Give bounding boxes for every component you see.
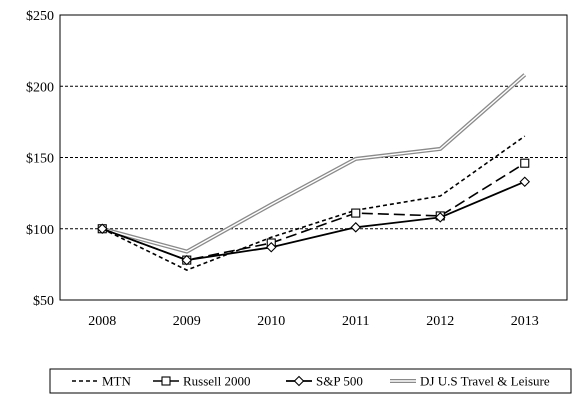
y-tick-label: $150 bbox=[26, 152, 54, 167]
legend-dj-u-s-travel-leisure-label: DJ U.S Travel & Leisure bbox=[420, 374, 550, 389]
y-axis-ticks: $50 $100 $150 $200 $250 bbox=[26, 9, 54, 309]
x-tick-label: 2010 bbox=[257, 314, 285, 329]
series-mtn-line bbox=[101, 135, 526, 271]
series-mtn bbox=[101, 135, 526, 271]
legend-mtn-label: MTN bbox=[102, 374, 132, 389]
legend-s-p-500-marker bbox=[293, 375, 305, 387]
series-dj-u-s-travel-leisure bbox=[101, 73, 527, 254]
y-tick-label: $100 bbox=[26, 223, 54, 238]
legend-russell-2000-label: Russell 2000 bbox=[183, 374, 251, 389]
legend-russell-2000-marker bbox=[161, 376, 171, 386]
series-s-p-500-marker bbox=[96, 223, 108, 235]
series-s-p-500-marker bbox=[181, 254, 193, 266]
legend: MTN Russell 2000 S&P 500 DJ U.S Travel & Le… bbox=[49, 368, 572, 394]
series-dj-u-s-travel-leisure-line-outer bbox=[101, 73, 527, 254]
legend-mtn: MTN bbox=[72, 374, 132, 389]
x-tick-label: 2008 bbox=[88, 314, 116, 329]
legend-russell-2000: Russell 2000 bbox=[153, 374, 251, 389]
series-lines bbox=[96, 73, 531, 271]
y-tick-label: $250 bbox=[26, 9, 54, 24]
x-tick-label: 2011 bbox=[342, 314, 369, 329]
series-s-p-500 bbox=[96, 176, 531, 266]
series-dj-u-s-travel-leisure-line-inner bbox=[102, 74, 526, 253]
y-tick-label: $200 bbox=[26, 80, 54, 95]
series-s-p-500-marker bbox=[434, 212, 446, 223]
series-russell-2000 bbox=[97, 158, 530, 265]
legend-dj-u-s-travel-leisure: DJ U.S Travel & Leisure bbox=[390, 374, 550, 389]
series-russell-2000-marker bbox=[351, 208, 361, 218]
series-russell-2000-marker bbox=[520, 158, 530, 168]
gridlines bbox=[60, 85, 567, 230]
x-axis-ticks: 2008 2009 2010 2011 2012 2013 bbox=[88, 314, 539, 329]
series-s-p-500-line bbox=[101, 180, 526, 261]
plot-area-border bbox=[59, 14, 568, 301]
x-tick-label: 2009 bbox=[173, 314, 201, 329]
legend-s-p-500: S&P 500 bbox=[286, 374, 363, 389]
y-tick-label: $50 bbox=[33, 294, 54, 309]
series-s-p-500-marker bbox=[519, 176, 531, 188]
series-s-p-500-marker bbox=[350, 222, 362, 233]
legend-s-p-500-label: S&P 500 bbox=[316, 374, 363, 389]
x-tick-label: 2013 bbox=[511, 314, 539, 329]
series-s-p-500-marker bbox=[265, 241, 277, 253]
x-tick-label: 2012 bbox=[426, 314, 454, 329]
